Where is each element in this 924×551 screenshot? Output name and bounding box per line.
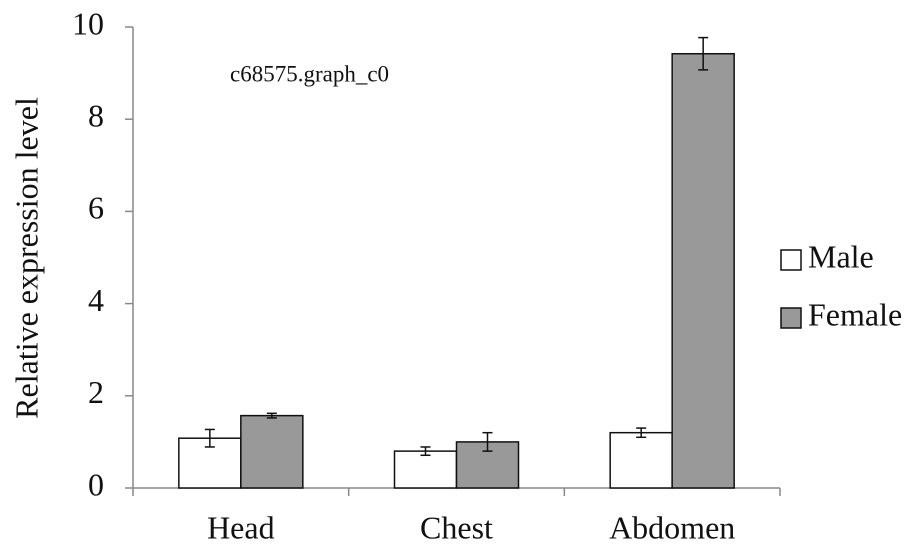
y-tick-label: 10 <box>72 5 104 41</box>
error-bar <box>204 428 215 448</box>
legend-swatch <box>780 249 802 271</box>
error-bar <box>482 431 493 452</box>
y-tick-label: 6 <box>88 190 104 226</box>
error-bar <box>698 36 709 71</box>
y-tick-label: 0 <box>88 466 104 502</box>
error-bar <box>266 412 277 419</box>
error-bar <box>636 427 647 439</box>
bar <box>240 414 304 489</box>
annotation: c68575.graph_c0 <box>230 61 389 86</box>
legend-label: Female <box>808 296 902 332</box>
x-tick-label: Abdomen <box>609 509 735 545</box>
y-tick-label: 8 <box>88 98 104 134</box>
y-axis-title: Relative expression level <box>8 97 44 419</box>
y-tick-label: 4 <box>88 282 104 318</box>
error-bar <box>420 446 431 457</box>
legend-swatch <box>780 307 802 329</box>
bar <box>671 52 735 489</box>
bar <box>393 450 458 489</box>
bar <box>609 431 673 489</box>
x-tick-label: Head <box>207 509 275 545</box>
y-tick-label: 2 <box>88 374 104 410</box>
x-tick-label: Chest <box>420 509 493 545</box>
legend-label: Male <box>808 238 874 274</box>
